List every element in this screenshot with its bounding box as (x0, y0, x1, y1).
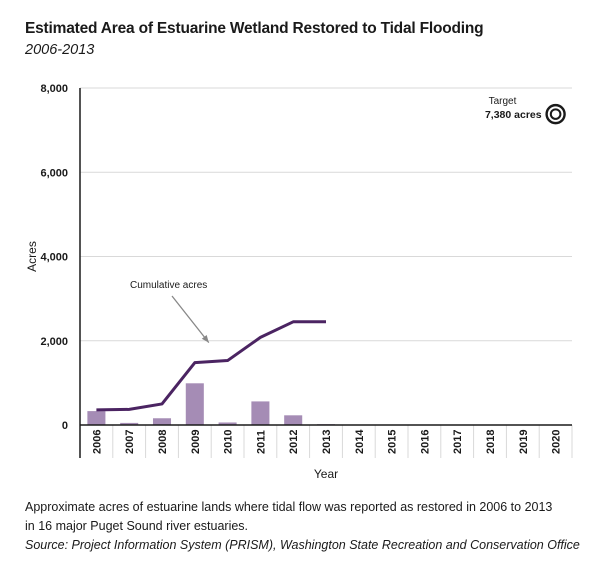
bar-2009 (185, 383, 204, 425)
x-tick-label: 2013 (321, 430, 333, 454)
x-tick-label: 2009 (190, 430, 202, 454)
bar-2006 (87, 411, 106, 425)
footnote-source: Source: Project Information System (PRIS… (25, 538, 580, 552)
axes: 0 2,000 4,000 6,000 8,000 2006 2007 2008 2009 201… (25, 83, 572, 481)
x-tick-label: 2020 (551, 430, 563, 454)
x-tick-label: 2015 (387, 430, 399, 454)
cumulative-line (96, 320, 326, 412)
line-series (96, 320, 326, 412)
x-tick-label: 2016 (419, 430, 431, 454)
x-tick-label: 2011 (255, 430, 267, 454)
y-tick-label: 6,000 (40, 167, 68, 179)
footnote-line-1: Approximate acres of estuarine lands whe… (25, 500, 553, 514)
chart-area: 0 2,000 4,000 6,000 8,000 2006 2007 2008 2009 201… (25, 83, 573, 481)
y-tick-label: 4,000 (40, 252, 68, 264)
x-tick-label: 2006 (91, 430, 103, 454)
annotations: Cumulative acres Target 7,380 acres (130, 96, 566, 344)
x-tick-label: 2014 (354, 429, 366, 454)
bar-2007 (120, 422, 139, 425)
x-tick-label: 2007 (124, 430, 136, 454)
x-tick-label: 2018 (485, 430, 497, 454)
gridlines (79, 87, 573, 458)
x-tick-label: 2019 (518, 430, 530, 454)
cumulative-label: Cumulative acres (130, 280, 207, 291)
footnote-line-2: in 16 major Puget Sound river estuaries. (25, 519, 249, 533)
target-value: 7,380 acres (485, 109, 542, 121)
x-tick-label: 2010 (223, 430, 235, 454)
x-axis-title: Year (314, 467, 338, 481)
target-label: Target (489, 96, 517, 107)
x-tick-label: 2008 (157, 430, 169, 454)
y-tick-label: 2,000 (40, 336, 68, 348)
y-axis-title: Acres (25, 241, 39, 272)
arrow-shaft (171, 295, 210, 344)
chart-subtitle: 2006-2013 (25, 42, 95, 58)
target-marker-outer (545, 103, 566, 125)
x-tick-label: 2012 (288, 430, 300, 454)
bar-series (87, 383, 336, 425)
y-tick-label: 0 (62, 420, 68, 432)
chart-title: Estimated Area of Estuarine Wetland Rest… (25, 20, 484, 37)
target-marker-inner (549, 108, 562, 120)
arrow-head (201, 334, 209, 343)
y-tick-label: 8,000 (40, 83, 68, 95)
bar-2011 (251, 401, 270, 425)
x-tick-label: 2017 (452, 430, 464, 454)
bar-2010 (218, 422, 237, 425)
bar-2012 (284, 415, 303, 425)
footnote: Approximate acres of estuarine lands whe… (25, 498, 585, 555)
bar-2008 (152, 418, 172, 425)
